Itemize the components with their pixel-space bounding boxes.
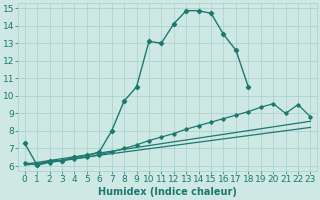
X-axis label: Humidex (Indice chaleur): Humidex (Indice chaleur) [98, 187, 237, 197]
